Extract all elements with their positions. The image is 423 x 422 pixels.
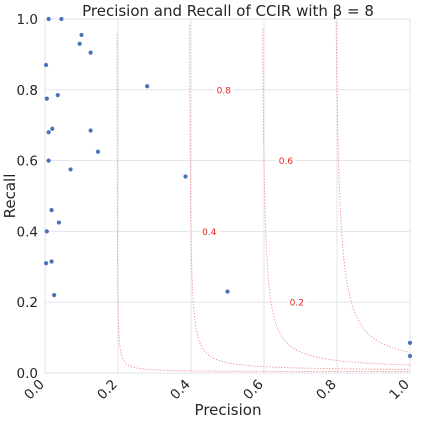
y-tick-label: 0.6: [17, 154, 38, 170]
data-point: [59, 16, 64, 22]
x-tick-labels: 0.0 0.2 0.4 0.6 0.8 1.0: [21, 377, 413, 404]
curve-label-background: [199, 225, 220, 237]
data-point: [56, 220, 61, 225]
x-tick-label: 0.6: [240, 377, 267, 404]
y-tick-label: 1.0: [17, 12, 38, 28]
data-point: [225, 289, 230, 294]
data-point: [95, 149, 101, 154]
curve-label: 0.6: [279, 157, 294, 167]
data-point: [46, 16, 51, 22]
data-point: [55, 93, 60, 98]
data-point: [88, 128, 93, 133]
data-point: [77, 41, 82, 46]
data-point: [79, 32, 84, 38]
iso-f-curve: [335, 22, 411, 353]
data-point: [407, 353, 413, 359]
data-point: [43, 62, 49, 68]
iso-f-curves: 0.2 0.4 0.6 0.8: [116, 22, 411, 373]
data-point: [183, 174, 188, 179]
y-tick-label: 0.0: [17, 366, 38, 382]
data-point: [50, 126, 55, 131]
curve-label: 0.8: [217, 86, 232, 96]
scatter-points: [43, 16, 413, 359]
data-point: [44, 96, 49, 101]
curve-label-background: [213, 83, 234, 95]
data-point: [43, 261, 49, 266]
curve-label: 0.2: [290, 299, 304, 309]
curve-label: 0.4: [202, 228, 217, 238]
iso-f-curve: [189, 25, 411, 370]
data-point: [407, 340, 413, 346]
data-point: [49, 208, 54, 213]
curve-label-background: [286, 296, 307, 308]
grid: [44, 18, 411, 374]
x-tick-label: 0.8: [313, 377, 340, 404]
data-point: [88, 50, 93, 55]
y-tick-labels: 0.0 0.2 0.4 0.6 0.8 1.0: [17, 12, 38, 382]
x-tick-label: 1.0: [386, 377, 413, 404]
x-tick-label: 0.4: [167, 377, 194, 404]
iso-f-curve: [116, 34, 410, 373]
data-point: [44, 229, 49, 234]
data-point: [46, 130, 51, 135]
curve-label-background: [275, 154, 296, 166]
data-point: [49, 259, 54, 264]
data-point: [68, 167, 73, 172]
chart-title: Precision and Recall of CCIR with β = 8: [82, 2, 374, 20]
data-point: [46, 158, 51, 163]
y-tick-label: 0.2: [17, 295, 38, 311]
y-axis-label: Recall: [1, 174, 19, 219]
iso-f-curve: [262, 28, 411, 366]
data-point: [145, 84, 150, 89]
x-axis-label: Precision: [195, 401, 262, 419]
x-tick-label: 0.2: [94, 377, 121, 404]
data-point: [52, 293, 57, 298]
y-tick-label: 0.4: [17, 224, 38, 240]
y-tick-label: 0.8: [17, 83, 38, 99]
